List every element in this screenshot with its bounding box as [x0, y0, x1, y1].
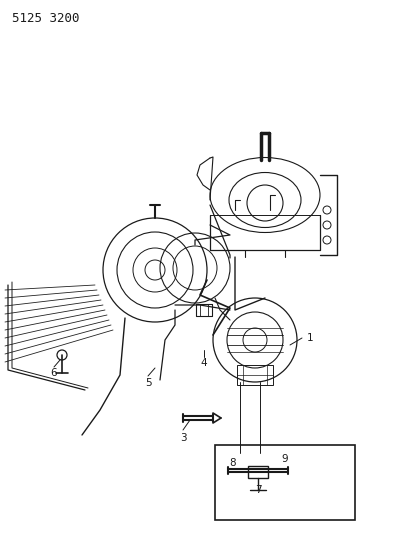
- Text: 5125 3200: 5125 3200: [12, 12, 80, 25]
- Bar: [248, 466, 268, 478]
- Bar: [215, 445, 355, 520]
- Bar: [237, 365, 273, 385]
- Text: 9: 9: [282, 454, 288, 464]
- Text: 4: 4: [201, 358, 207, 368]
- Text: 3: 3: [180, 433, 186, 443]
- Text: 6: 6: [51, 368, 57, 378]
- Text: 8: 8: [230, 458, 236, 468]
- Text: 5: 5: [145, 378, 151, 388]
- Text: 7: 7: [255, 485, 261, 495]
- Text: 1: 1: [307, 333, 313, 343]
